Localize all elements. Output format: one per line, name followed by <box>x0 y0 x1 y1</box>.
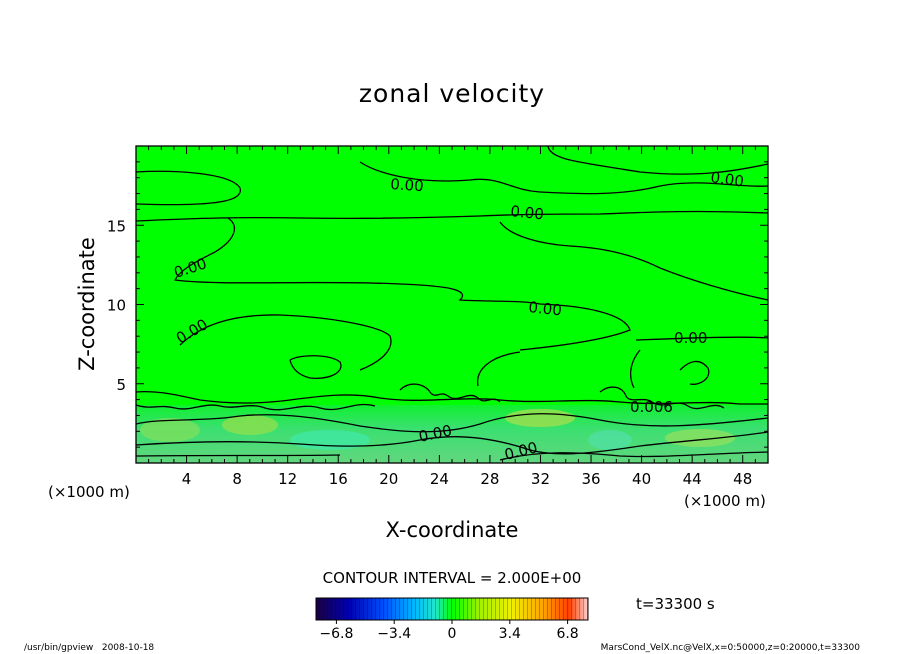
contour-lines <box>136 146 768 461</box>
plot-area: 0.00 0.00 0.00 0.00 0.00 0.00 0.00 0.006… <box>136 146 768 463</box>
x-tick-label: 44 <box>683 470 702 488</box>
chart-title: zonal velocity <box>359 79 545 108</box>
x-tick-label: 36 <box>581 470 600 488</box>
contour-line <box>136 413 768 433</box>
contour-label: 0.00 <box>709 168 745 190</box>
contour-label: 0.006 <box>630 398 673 416</box>
contour-line <box>179 314 392 371</box>
x-tick-label: 8 <box>232 470 242 488</box>
x-axis: 4 8 12 16 20 24 28 32 36 40 44 48 <box>148 146 756 488</box>
colorbar-tick-label: −6.8 <box>319 626 353 642</box>
x-tick-label: 24 <box>430 470 449 488</box>
x-axis-label: X-coordinate <box>386 518 519 542</box>
x-unit-left: (×1000 m) <box>48 483 130 501</box>
footer-left: /usr/bin/gpview 2008-10-18 <box>24 643 154 653</box>
colorbar-tick-label: 0 <box>448 626 457 642</box>
contour-line <box>136 403 376 411</box>
color-blobs <box>140 409 735 450</box>
y-tick-label: 10 <box>107 297 126 315</box>
contour-line <box>289 355 342 379</box>
contour-line <box>359 161 768 195</box>
contour-line <box>635 336 768 341</box>
contour-line <box>629 349 641 389</box>
contour-line <box>174 217 631 351</box>
contour-label: 0.00 <box>390 175 425 195</box>
contour-line <box>499 221 768 301</box>
contour-label: 0.00 <box>510 202 545 223</box>
x-tick-label: 40 <box>632 470 651 488</box>
y-tick-label: 5 <box>116 376 126 394</box>
colorbar-ticks: −6.8 −3.4 0 3.4 6.8 <box>319 620 579 642</box>
colorbar-tick-label: −3.4 <box>377 626 411 642</box>
colorbar-tick-label: 3.4 <box>499 626 521 642</box>
contour-line <box>399 383 501 403</box>
contour-label: 0.00 <box>674 329 707 347</box>
contour-line <box>679 360 710 385</box>
contour-line <box>477 351 521 387</box>
contour-line <box>136 210 768 222</box>
contour-line <box>599 386 725 410</box>
x-tick-label: 20 <box>379 470 398 488</box>
y-tick-label: 15 <box>107 217 126 235</box>
y-axis: 5 10 15 <box>107 161 768 448</box>
contour-line <box>499 451 768 461</box>
time-label: t=33300 s <box>636 595 715 613</box>
y-axis-label: Z-coordinate <box>75 237 99 371</box>
footer-right: MarsCond_VelX.nc@VelX,x=0:50000,z=0:2000… <box>601 643 861 653</box>
contour-line <box>136 454 341 457</box>
x-tick-label: 32 <box>531 470 550 488</box>
contour-line <box>547 146 768 175</box>
contour-interval-text: CONTOUR INTERVAL = 2.000E+00 <box>323 569 582 587</box>
colorbar-tick-label: 6.8 <box>556 626 578 642</box>
x-tick-label: 4 <box>182 470 192 488</box>
colorbar-stripes <box>316 598 588 620</box>
contour-label: 0.00 <box>528 298 563 319</box>
x-tick-label: 16 <box>329 470 348 488</box>
x-unit-right: (×1000 m) <box>684 492 766 510</box>
contour-line <box>136 390 768 405</box>
x-tick-label: 48 <box>733 470 752 488</box>
x-tick-label: 12 <box>278 470 297 488</box>
contour-line <box>136 431 768 455</box>
contour-line <box>136 170 241 206</box>
x-tick-label: 28 <box>480 470 499 488</box>
colorbar: −6.8 −3.4 0 3.4 6.8 <box>315 597 589 642</box>
